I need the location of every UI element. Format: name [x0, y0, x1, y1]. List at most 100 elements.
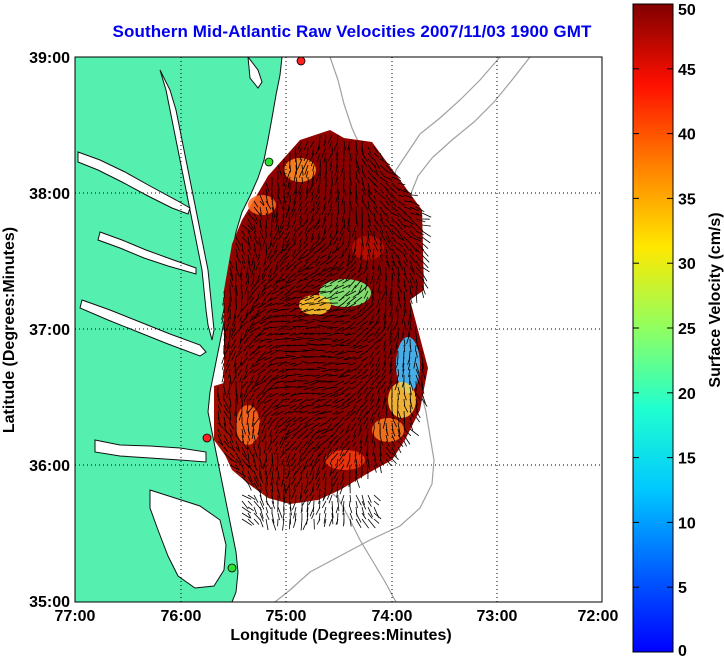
velocity-vector — [377, 260, 381, 272]
velocity-vector — [251, 380, 261, 389]
velocity-vector — [228, 392, 231, 400]
velocity-vector — [233, 356, 237, 368]
velocity-vector — [403, 416, 405, 425]
velocity-vector — [360, 248, 363, 261]
velocity-vector — [299, 308, 309, 314]
velocity-vector — [285, 374, 297, 377]
velocity-vector — [307, 476, 309, 484]
velocity-vector — [299, 446, 303, 454]
velocity-vector — [385, 410, 388, 418]
velocity-vector — [240, 272, 243, 280]
velocity-vector — [333, 368, 345, 372]
velocity-vector — [299, 236, 303, 245]
velocity-vector — [299, 332, 309, 335]
velocity-vector — [354, 446, 357, 457]
rappahannock-river — [97, 231, 197, 275]
velocity-vector — [316, 182, 321, 193]
velocity-vector — [359, 350, 369, 356]
velocity-vector — [269, 296, 279, 301]
velocity-vector — [287, 278, 297, 284]
velocity-vector — [415, 248, 421, 254]
velocity-vector — [275, 410, 285, 416]
velocity-vector — [358, 416, 363, 426]
velocity-vector — [272, 266, 279, 276]
velocity-vector — [373, 200, 378, 209]
velocity-vector — [396, 356, 399, 365]
velocity-vector — [265, 260, 273, 271]
velocity-vector — [332, 248, 339, 254]
velocity-vector — [314, 206, 321, 216]
velocity-vector — [235, 236, 241, 246]
velocity-vector — [316, 482, 321, 491]
velocity-vector — [265, 206, 269, 215]
velocity-vector — [350, 386, 357, 390]
velocity-vector — [383, 356, 387, 366]
velocity-vector — [283, 410, 291, 415]
velocity-vector — [374, 314, 381, 326]
x-tick-label: 75:00 — [266, 608, 307, 625]
velocity-vector — [240, 314, 249, 325]
velocity-vector — [253, 464, 258, 471]
velocity-vector — [294, 224, 297, 232]
velocity-vector — [297, 140, 303, 150]
velocity-vector — [383, 308, 387, 320]
velocity-vector — [397, 188, 408, 193]
velocity-vector — [316, 152, 321, 162]
velocity-vector — [329, 164, 333, 171]
velocity-vector — [366, 404, 375, 415]
velocity-vector — [308, 302, 321, 306]
velocity-vector — [239, 314, 243, 322]
velocity-vector — [367, 494, 372, 503]
velocity-vector — [249, 296, 255, 304]
velocity-vector — [409, 320, 412, 330]
velocity-vector — [379, 374, 387, 384]
velocity-vector — [391, 218, 400, 226]
velocity-vector — [305, 392, 315, 394]
y-tick-label: 36:00 — [29, 458, 70, 475]
velocity-vector — [314, 410, 327, 416]
velocity-vector — [295, 422, 303, 430]
velocity-vector — [258, 236, 261, 244]
velocity-vector — [373, 494, 381, 502]
velocity-vector — [289, 512, 292, 525]
velocity-vector — [352, 224, 357, 237]
velocity-vector — [373, 500, 380, 506]
velocity-vector — [285, 338, 297, 340]
velocity-vector — [409, 254, 417, 264]
velocity-vector — [293, 194, 297, 205]
velocity-vector — [262, 284, 273, 292]
chesapeake-bay — [159, 69, 215, 341]
velocity-vector — [241, 440, 248, 450]
velocity-vector — [361, 518, 370, 529]
velocity-vector — [298, 398, 309, 405]
velocity-vector — [293, 344, 303, 347]
velocity-vector — [367, 458, 370, 470]
velocity-vector — [329, 278, 339, 284]
velocity-vector — [291, 452, 297, 461]
velocity-vector — [375, 344, 381, 350]
velocity-vector — [337, 188, 339, 201]
velocity-vector — [279, 452, 285, 459]
velocity-vector — [285, 290, 297, 298]
velocity-vector — [321, 146, 327, 158]
velocity-vector — [340, 338, 351, 344]
velocity-vector — [331, 260, 339, 271]
velocity-vector — [394, 362, 399, 371]
velocity-vector — [262, 386, 273, 395]
velocity-vector — [318, 446, 327, 457]
velocity-vector — [317, 230, 321, 239]
velocity-vector — [320, 320, 333, 323]
velocity-vector — [367, 200, 370, 208]
velocity-vector — [385, 266, 387, 279]
velocity-vector — [223, 386, 226, 396]
velocity-vector — [293, 404, 303, 411]
velocity-vector — [235, 242, 241, 252]
velocity-vector — [246, 440, 249, 452]
velocity-vector — [260, 386, 267, 395]
velocity-vector — [302, 242, 309, 250]
velocity-vector — [265, 182, 270, 192]
velocity-vector — [278, 392, 285, 397]
velocity-vector — [335, 218, 339, 228]
velocity-vector — [385, 236, 391, 244]
